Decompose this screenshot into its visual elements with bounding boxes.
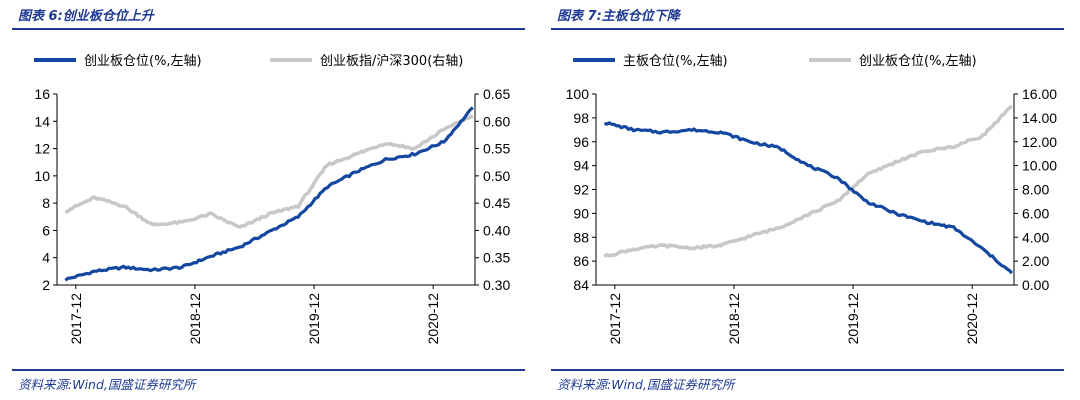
y-right-tick-label: 8.00 [1022, 182, 1049, 198]
y-right-tick-label: 4.00 [1022, 229, 1049, 245]
y-right-tick-label: 0.30 [483, 277, 510, 293]
chart-title: 图表 7:主板仓位下降 [557, 9, 680, 24]
series-line-primary [64, 106, 474, 282]
y-left-tick-label: 86 [573, 253, 589, 269]
series-line-primary [604, 121, 1014, 275]
legend-label: 创业板仓位(%,左轴) [859, 54, 977, 69]
y-left-tick-label: 94 [573, 158, 589, 174]
y-right-tick-label: 14.00 [1022, 110, 1057, 126]
source-rule [551, 369, 1064, 371]
y-right-tick-label: 0.60 [483, 113, 510, 129]
chart-panel-right: 图表 7:主板仓位下降 主板仓位(%,左轴) 创业板仓位(%,左轴) 84 86 88 9… [551, 0, 1076, 400]
y-right-tick-label: 2.00 [1022, 253, 1049, 269]
y-left-tick-label: 6 [42, 222, 50, 238]
y-right-tick-label: 0.50 [483, 168, 510, 184]
source-note: 资料来源:Wind,国盛证券研究所 [18, 377, 196, 392]
source-note: 资料来源:Wind,国盛证券研究所 [557, 377, 735, 392]
line-chart-right: 主板仓位(%,左轴) 创业板仓位(%,左轴) 84 86 88 90 92 94 96 98 100… [566, 54, 1058, 345]
x-tick-label: 2019-12 [306, 293, 322, 345]
series-line-secondary [603, 104, 1014, 259]
y-left-tick-label: 92 [573, 182, 589, 198]
x-tick-label: 2017-12 [68, 293, 84, 345]
y-right-tick-label: 6.00 [1022, 205, 1049, 221]
y-left-tick-label: 96 [573, 134, 589, 150]
x-tick-label: 2020-12 [964, 293, 980, 345]
title-rule [12, 28, 525, 30]
y-left-tick-label: 8 [42, 195, 50, 211]
y-right-tick-label: 0.40 [483, 222, 510, 238]
legend-label: 创业板指/沪深300(右轴) [320, 53, 463, 69]
y-right-tick-label: 0.65 [483, 86, 510, 102]
y-left-tick-label: 12 [34, 141, 50, 157]
x-tick-label: 2020-12 [425, 293, 441, 345]
y-right-tick-label: 0.35 [483, 250, 510, 266]
y-right-tick-label: 16.00 [1022, 86, 1057, 102]
line-chart-left: 创业板仓位(%,左轴) 创业板指/沪深300(右轴) 2 4 6 8 10 12 14 16 0.3… [34, 53, 510, 345]
chart-panel-left: 图表 6:创业板仓位上升 创业板仓位(%,左轴) 创业板指/沪深300(右轴) 2 4… [12, 0, 537, 400]
title-rule [551, 28, 1064, 30]
legend-label: 主板仓位(%,左轴) [623, 54, 728, 69]
legend-label: 创业板仓位(%,左轴) [84, 54, 202, 69]
y-left-tick-label: 2 [42, 277, 50, 293]
source-rule [12, 369, 525, 371]
y-left-tick-label: 16 [34, 86, 50, 102]
x-tick-label: 2018-12 [187, 293, 203, 345]
y-left-tick-label: 98 [573, 110, 589, 126]
y-left-tick-label: 4 [42, 250, 50, 266]
y-right-tick-label: 0.45 [483, 195, 510, 211]
x-tick-label: 2017-12 [607, 293, 623, 345]
y-right-tick-label: 0.55 [483, 141, 510, 157]
y-left-tick-label: 14 [34, 113, 50, 129]
y-left-tick-label: 84 [573, 277, 589, 293]
y-left-tick-label: 88 [573, 229, 589, 245]
series-line-secondary [64, 114, 474, 229]
x-tick-label: 2019-12 [845, 293, 861, 345]
y-left-tick-label: 90 [573, 205, 589, 221]
chart-title: 图表 6:创业板仓位上升 [18, 9, 154, 24]
x-tick-label: 2018-12 [726, 293, 742, 345]
y-right-tick-label: 10.00 [1022, 158, 1057, 174]
y-left-tick-label: 10 [34, 168, 50, 184]
y-left-tick-label: 100 [566, 86, 590, 102]
y-right-tick-label: 12.00 [1022, 134, 1057, 150]
y-right-tick-label: 0.00 [1022, 277, 1049, 293]
